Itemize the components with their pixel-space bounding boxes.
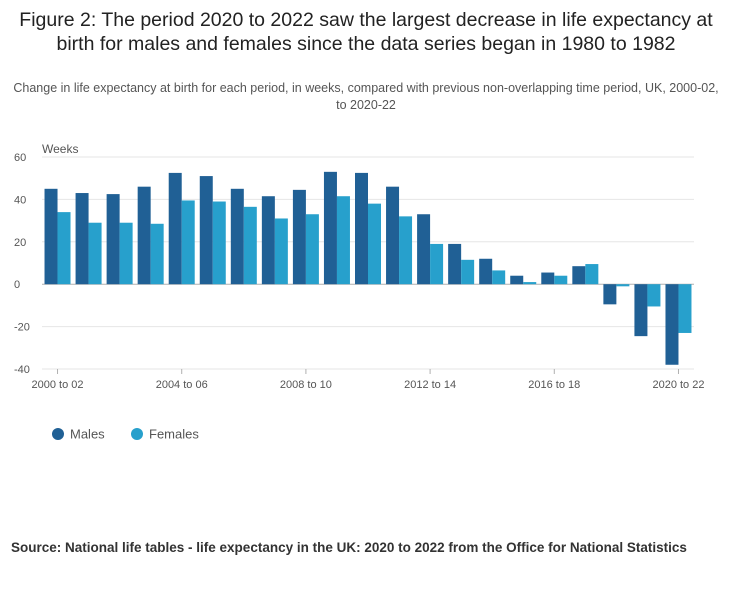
male-bar-14 <box>448 243 462 285</box>
female-bar-11 <box>368 203 381 285</box>
axes: -40 -20 0 20 40 60 Weeks 2000 to 02 2004 to 06 20… <box>14 142 704 391</box>
female-bar-18 <box>585 264 599 285</box>
y-tick-label: 60 <box>14 152 26 164</box>
female-bar-9 <box>305 214 319 285</box>
female-bar-19 <box>616 284 630 287</box>
legend: Males Females <box>52 427 199 442</box>
male-bar-10 <box>323 171 337 285</box>
male-bar-20 <box>634 284 648 337</box>
y-tick-label: 20 <box>14 237 26 249</box>
x-tick-label: 2008 to 10 <box>280 379 332 391</box>
male-bar-3 <box>106 194 120 285</box>
female-bar-5 <box>181 200 195 285</box>
female-bar-21 <box>678 284 692 333</box>
x-tick-label: 2000 to 02 <box>32 379 84 391</box>
x-tick-label: 2020 to 22 <box>652 379 704 391</box>
bars <box>44 171 692 365</box>
bar-chart: -40 -20 0 20 40 60 Weeks 2000 to 02 2004 to 06 20… <box>14 142 704 442</box>
female-bar-10 <box>336 196 350 285</box>
male-bar-9 <box>292 189 306 285</box>
male-bar-11 <box>355 172 368 285</box>
male-bar-12 <box>386 186 400 285</box>
female-bar-16 <box>523 282 537 285</box>
male-bar-18 <box>572 266 586 285</box>
female-bar-3 <box>119 222 133 285</box>
males-legend-swatch <box>52 428 64 440</box>
y-tick-label: -20 <box>14 322 30 334</box>
male-bar-17 <box>541 272 555 285</box>
female-bar-14 <box>461 259 475 285</box>
female-bar-7 <box>243 206 257 285</box>
females-legend-label: Females <box>149 427 199 442</box>
x-tick-label: 2004 to 06 <box>156 379 208 391</box>
x-tick-label: 2012 to 14 <box>404 379 456 391</box>
female-bar-13 <box>430 243 444 285</box>
female-bar-1 <box>57 212 71 285</box>
male-bar-15 <box>479 258 493 285</box>
male-bar-1 <box>44 188 58 285</box>
female-bar-4 <box>150 223 164 285</box>
male-bar-2 <box>75 193 89 285</box>
female-bar-8 <box>274 218 288 285</box>
female-bar-12 <box>399 216 413 285</box>
females-legend-swatch <box>131 428 143 440</box>
y-tick-label: 0 <box>14 279 20 291</box>
males-legend-label: Males <box>70 427 105 442</box>
male-bar-4 <box>137 186 151 285</box>
male-bar-7 <box>230 188 244 285</box>
chart-subtitle: Change in life expectancy at birth for e… <box>13 81 719 112</box>
male-bar-5 <box>168 172 182 285</box>
male-bar-16 <box>510 275 524 285</box>
female-bar-20 <box>647 284 661 307</box>
female-bar-17 <box>554 275 568 285</box>
source-note: Source: National life tables - life expe… <box>11 540 687 555</box>
chart-title: Figure 2: The period 2020 to 2022 saw th… <box>19 9 713 55</box>
y-axis-label: Weeks <box>42 142 78 156</box>
male-bar-21 <box>665 284 679 365</box>
male-bar-8 <box>261 196 275 285</box>
male-bar-6 <box>199 176 213 285</box>
x-tick-label: 2016 to 18 <box>528 379 580 391</box>
y-tick-label: 40 <box>14 194 26 206</box>
female-bar-15 <box>492 270 506 285</box>
female-bar-6 <box>212 201 226 285</box>
y-tick-label: -40 <box>14 364 30 376</box>
male-bar-19 <box>603 284 617 305</box>
male-bar-13 <box>417 214 431 285</box>
female-bar-2 <box>88 222 102 285</box>
